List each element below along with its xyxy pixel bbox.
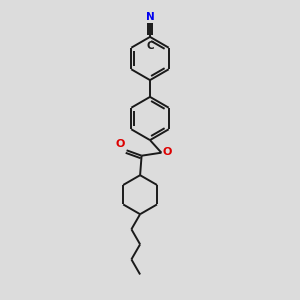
Text: O: O [163, 147, 172, 157]
Text: C: C [146, 41, 154, 51]
Text: N: N [146, 12, 154, 22]
Text: O: O [115, 139, 124, 149]
